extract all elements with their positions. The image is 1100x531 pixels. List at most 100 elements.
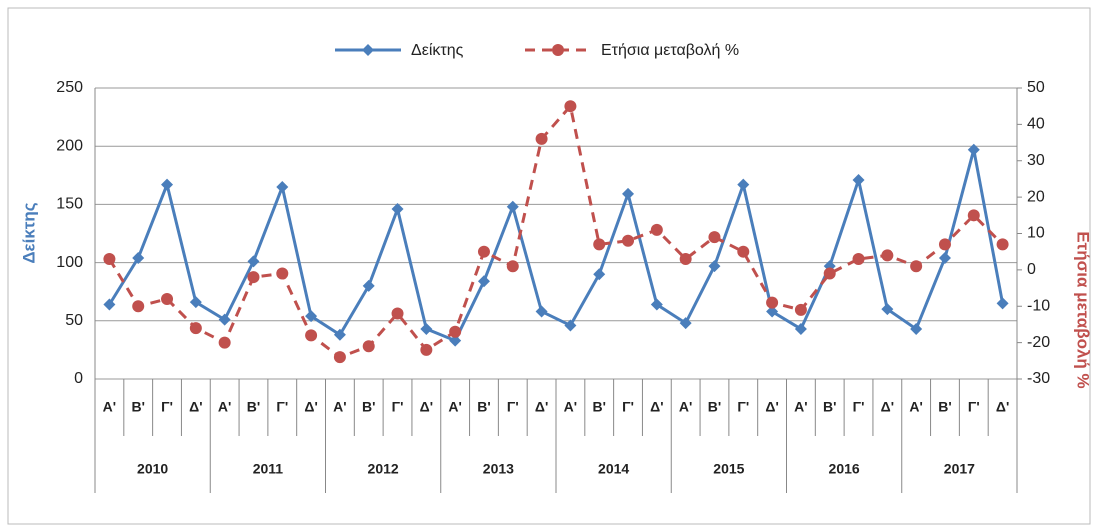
x-tick-label: Β' — [131, 399, 144, 415]
x-tick-label: Γ' — [161, 399, 173, 415]
point — [708, 260, 721, 273]
y-tick-label: 0 — [74, 370, 83, 387]
x-tick-label: Β' — [938, 399, 951, 415]
point — [333, 328, 346, 341]
point — [535, 305, 548, 318]
x-tick-label: Α' — [218, 399, 231, 415]
x-tick-label: Β' — [708, 399, 721, 415]
point — [477, 245, 490, 258]
point — [103, 252, 116, 265]
x-tick-label: Β' — [362, 399, 375, 415]
point — [420, 343, 433, 356]
point — [679, 317, 692, 330]
x-tick-label: Α' — [333, 399, 346, 415]
legend-label: Δείκτης — [411, 42, 464, 59]
x-tick-label: Β' — [247, 399, 260, 415]
point — [593, 268, 606, 281]
point — [189, 322, 202, 335]
point — [218, 336, 231, 349]
y-tick-label: 200 — [56, 137, 83, 154]
legend-marker — [362, 44, 374, 56]
point — [391, 203, 404, 216]
x-tick-label: Γ' — [392, 399, 404, 415]
point — [333, 351, 346, 364]
point — [276, 180, 289, 193]
point — [650, 298, 663, 311]
x-tick-label: Α' — [679, 399, 692, 415]
point — [132, 251, 145, 264]
point — [852, 252, 865, 265]
point — [737, 178, 750, 191]
x-tick-label: Β' — [823, 399, 836, 415]
point — [737, 245, 750, 258]
point — [996, 238, 1009, 251]
x-group-label: 2017 — [944, 461, 975, 477]
point — [679, 252, 692, 265]
point — [247, 255, 260, 268]
point — [881, 303, 894, 316]
point — [564, 319, 577, 332]
y2-tick-label: 20 — [1027, 188, 1045, 205]
x-tick-label: Β' — [592, 399, 605, 415]
y2-axis-title: Ετήσια μεταβολή % — [1074, 231, 1093, 388]
point — [766, 305, 779, 318]
x-tick-label: Γ' — [853, 399, 865, 415]
chart-frame — [7, 7, 1091, 525]
x-group-label: 2012 — [368, 461, 399, 477]
y-tick-label: 100 — [56, 254, 83, 271]
x-group-label: 2015 — [713, 461, 744, 477]
x-tick-label: Γ' — [622, 399, 634, 415]
point — [161, 178, 174, 191]
series-line — [108, 149, 1005, 343]
point — [910, 260, 923, 273]
point — [593, 238, 606, 251]
y2-tick-label: -20 — [1027, 334, 1050, 351]
point — [305, 329, 318, 342]
x-group-label: 2014 — [598, 461, 629, 477]
point — [650, 223, 663, 236]
point — [910, 322, 923, 335]
x-tick-label: Α' — [103, 399, 116, 415]
y-tick-label: 50 — [65, 312, 83, 329]
point — [794, 303, 807, 316]
y2-tick-label: 50 — [1027, 79, 1045, 96]
y-tick-label: 250 — [56, 79, 83, 96]
x-tick-label: Γ' — [968, 399, 980, 415]
y2-tick-label: 30 — [1027, 152, 1045, 169]
x-tick-label: Δ' — [765, 399, 778, 415]
point — [449, 325, 462, 338]
x-tick-label: Β' — [477, 399, 490, 415]
point — [247, 271, 260, 284]
point — [362, 279, 375, 292]
point — [276, 267, 289, 280]
point — [967, 143, 980, 156]
x-group-label: 2010 — [137, 461, 168, 477]
point — [391, 307, 404, 320]
x-tick-label: Α' — [448, 399, 461, 415]
x-group-label: 2013 — [483, 461, 514, 477]
x-tick-label: Δ' — [650, 399, 663, 415]
y2-tick-label: 0 — [1027, 261, 1036, 278]
y2-tick-label: -10 — [1027, 297, 1050, 314]
point — [823, 267, 836, 280]
point — [881, 249, 894, 262]
point — [766, 296, 779, 309]
point — [420, 322, 433, 335]
point — [506, 200, 519, 213]
legend-label: Ετήσια μεταβολή % — [601, 42, 739, 59]
x-tick-label: Δ' — [189, 399, 202, 415]
x-tick-label: Γ' — [507, 399, 519, 415]
x-tick-label: Γ' — [737, 399, 749, 415]
point — [218, 313, 231, 326]
x-tick-label: Α' — [564, 399, 577, 415]
point — [622, 187, 635, 200]
point — [161, 292, 174, 305]
legend-marker — [552, 44, 564, 56]
x-tick-label: Δ' — [420, 399, 433, 415]
point — [938, 251, 951, 264]
x-tick-label: Δ' — [881, 399, 894, 415]
y2-tick-label: -30 — [1027, 370, 1050, 387]
point — [506, 260, 519, 273]
point — [305, 310, 318, 323]
